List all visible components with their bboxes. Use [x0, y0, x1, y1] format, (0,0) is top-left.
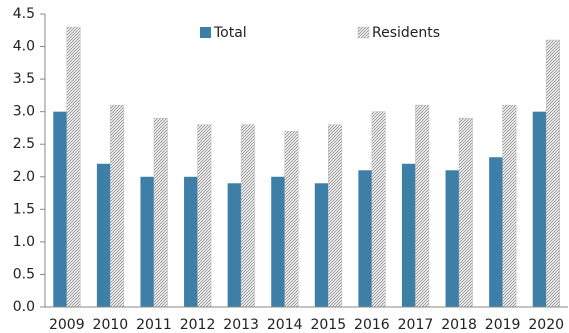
bar	[415, 104, 430, 308]
bar	[140, 176, 154, 307]
bar	[227, 183, 242, 307]
bar	[545, 39, 560, 308]
legend-label: Residents	[372, 25, 440, 41]
bar	[458, 117, 473, 308]
bar	[445, 170, 460, 307]
legend-swatch	[200, 27, 211, 38]
bar	[96, 163, 111, 307]
x-tick-label: 2009	[49, 317, 85, 333]
x-tick-label: 2020	[528, 317, 564, 333]
x-tick-label: 2018	[441, 317, 477, 333]
y-tick-label: 4.5	[13, 6, 35, 22]
y-tick-label: 3.5	[13, 71, 35, 87]
legend-swatch	[357, 26, 370, 39]
x-tick-label: 2019	[485, 317, 521, 333]
bar	[358, 170, 372, 307]
y-tick-label: 4.0	[13, 39, 35, 55]
x-tick-label: 2015	[310, 317, 346, 333]
x-tick-label: 2016	[354, 317, 390, 333]
bar	[314, 183, 329, 307]
legend-label: Total	[213, 25, 247, 41]
x-tick-label: 2017	[398, 317, 434, 333]
bar	[502, 104, 517, 308]
x-tick-label: 2014	[267, 317, 303, 333]
y-tick-label: 1.5	[13, 201, 35, 217]
bar	[284, 130, 299, 308]
bar	[532, 111, 547, 308]
bar	[271, 176, 285, 307]
bar	[153, 117, 168, 308]
x-tick-label: 2010	[93, 317, 129, 333]
bar	[240, 124, 255, 308]
y-tick-label: 0.0	[13, 299, 35, 315]
bar	[489, 157, 503, 307]
x-tick-label: 2012	[180, 317, 216, 333]
bar	[66, 26, 81, 308]
y-tick-label: 2.0	[13, 169, 35, 185]
bar	[184, 176, 198, 307]
bar	[110, 104, 125, 308]
y-tick-label: 1.0	[13, 234, 35, 250]
bar	[401, 163, 416, 307]
x-tick-label: 2013	[223, 317, 259, 333]
bar	[197, 124, 212, 308]
x-tick-label: 2011	[136, 317, 172, 333]
y-tick-label: 0.5	[13, 266, 35, 282]
y-tick-label: 2.5	[13, 136, 35, 152]
bar	[53, 111, 67, 308]
bar	[371, 111, 386, 308]
y-tick-label: 3.0	[13, 104, 35, 120]
bar	[328, 124, 343, 308]
